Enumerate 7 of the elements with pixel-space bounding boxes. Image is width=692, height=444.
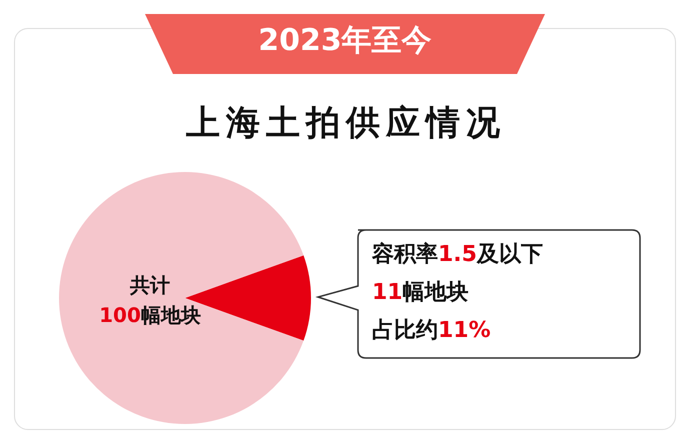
- chart-subtitle: 2023年至今: [257, 22, 433, 60]
- text: 占比约11%: [372, 317, 492, 345]
- text: 100幅地块: [98, 302, 202, 329]
- slice-label: 容积率1.5及以下: [372, 240, 543, 269]
- chart-title: 上海土拍供应情况: [185, 102, 507, 145]
- text: 共计: [129, 272, 171, 299]
- text: 11幅地块: [372, 279, 470, 307]
